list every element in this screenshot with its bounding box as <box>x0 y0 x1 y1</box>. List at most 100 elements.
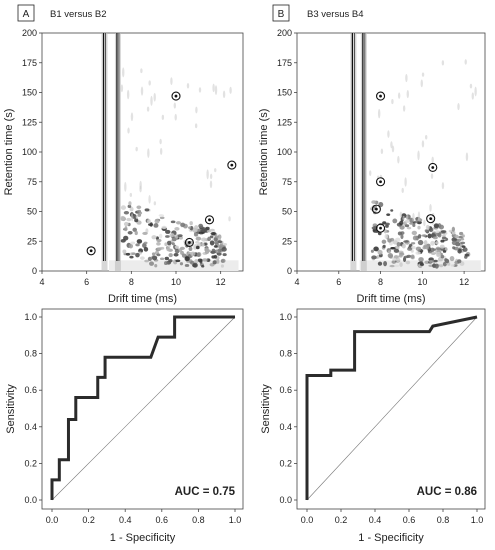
signal-spot <box>207 236 212 242</box>
signal-spot <box>437 232 442 238</box>
signal-spot <box>214 235 219 239</box>
signal-spot <box>424 260 430 265</box>
signal-spot <box>430 240 435 246</box>
signal-spot <box>217 240 222 243</box>
faint-spot <box>402 215 405 221</box>
y-tick-label: 0.0 <box>24 495 37 505</box>
signal-spot <box>441 236 447 240</box>
signal-spot <box>456 238 462 243</box>
faint-spot <box>174 113 177 121</box>
signal-spot <box>158 214 165 217</box>
faint-spot <box>464 59 467 65</box>
marked-spot-ring <box>376 223 386 233</box>
faint-spot <box>194 123 198 129</box>
signal-spot <box>393 248 400 253</box>
signal-spot <box>442 250 447 253</box>
faint-spot <box>120 84 124 93</box>
signal-spot <box>195 245 200 250</box>
faint-spot <box>390 141 393 149</box>
signal-spot <box>464 253 470 257</box>
signal-spot <box>439 264 444 268</box>
y-tick-label: 25 <box>27 236 37 246</box>
x-tick-label: 0.6 <box>156 515 169 525</box>
signal-spot <box>136 205 142 209</box>
faint-spot <box>135 214 139 220</box>
streak-halo <box>350 33 357 271</box>
faint-spot <box>139 180 142 190</box>
signal-spot <box>373 246 379 252</box>
marked-spot-ring <box>171 91 181 101</box>
marked-spot-ring <box>184 237 194 247</box>
signal-spot <box>135 252 140 258</box>
signal-spot <box>159 216 165 220</box>
faint-spot <box>421 140 425 148</box>
signal-spot <box>123 210 130 215</box>
faint-spot <box>161 114 165 120</box>
streak-halo <box>360 33 367 271</box>
signal-spot <box>149 222 153 227</box>
x-tick-label: 0.0 <box>301 515 314 525</box>
faint-spot <box>401 187 404 194</box>
faint-spot <box>153 92 156 102</box>
signal-spot <box>147 256 152 262</box>
signal-spot <box>137 209 142 213</box>
x-tick-label: 4 <box>39 277 44 287</box>
signal-spot <box>157 247 162 251</box>
signal-spot <box>461 245 466 248</box>
marked-spot-ring <box>428 162 438 173</box>
signal-spot <box>462 247 468 252</box>
signal-spot <box>382 244 386 248</box>
marked-spot-dot <box>208 218 211 222</box>
signal-spot <box>222 243 228 246</box>
panel-label-box <box>17 4 35 22</box>
signal-spot <box>424 229 429 233</box>
signal-spot <box>175 221 182 225</box>
signal-spot <box>166 240 172 246</box>
signal-spot <box>384 234 388 239</box>
signal-spot <box>171 242 175 246</box>
signal-spot <box>457 248 462 254</box>
signal-spot <box>448 229 453 233</box>
signal-spot <box>386 213 391 217</box>
faint-spot <box>412 212 415 222</box>
signal-spot <box>452 246 456 250</box>
faint-spot <box>369 170 372 177</box>
signal-spot <box>401 243 406 249</box>
faint-spot <box>465 152 469 162</box>
faint-spot <box>228 216 231 222</box>
signal-spot <box>395 257 401 263</box>
signal-spot <box>213 254 218 259</box>
faint-spot <box>429 203 432 212</box>
faint-spot <box>441 182 445 190</box>
y-tick-label: 0 <box>32 266 37 276</box>
faint-spot <box>430 173 434 180</box>
signal-spot <box>432 248 437 251</box>
signal-spot <box>371 200 377 204</box>
signal-spot <box>209 235 214 239</box>
marked-spot-ring <box>371 204 381 214</box>
marked-spot-dot <box>230 163 234 167</box>
signal-spot <box>405 219 410 223</box>
signal-spot <box>201 242 205 247</box>
signal-spot <box>216 258 220 264</box>
signal-spot <box>165 235 170 238</box>
x-tick-label: 4 <box>294 277 299 287</box>
signal-spot <box>151 235 157 240</box>
marked-spot-ring <box>204 215 215 225</box>
faint-spot <box>405 73 408 83</box>
panel-title: B3 versus B4 <box>307 9 364 20</box>
signal-spot <box>440 254 445 259</box>
faint-spot <box>170 77 173 86</box>
signal-spot <box>156 241 161 246</box>
x-tick-label: 8 <box>129 277 134 287</box>
signal-spot <box>425 224 430 230</box>
signal-spot <box>429 260 433 263</box>
signal-spot <box>381 239 387 244</box>
faint-spot <box>474 86 477 97</box>
signal-spot <box>142 231 148 235</box>
signal-spot <box>209 228 215 232</box>
signal-spot <box>169 233 175 238</box>
signal-spot <box>130 241 136 245</box>
faint-spot <box>441 60 445 66</box>
signal-spot <box>414 220 418 224</box>
